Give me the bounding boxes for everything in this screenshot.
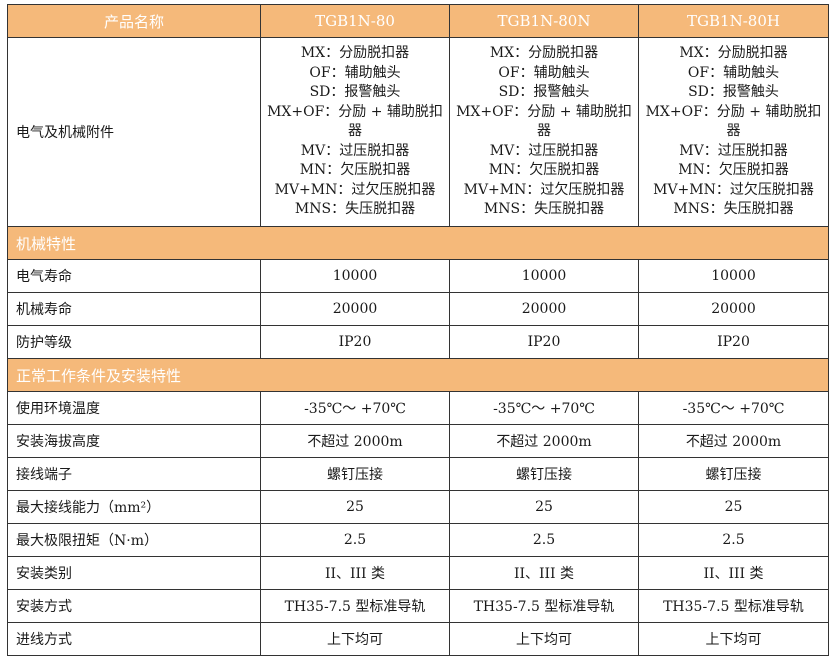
row-value: 不超过 2000m <box>638 424 829 458</box>
accessory-item: MNS：失压脱扣器 <box>294 201 416 218</box>
accessory-item: SD：报警触头 <box>498 84 590 101</box>
accessory-item: MN：欠压脱扣器 <box>488 162 600 179</box>
accessory-item: MX：分励脱扣器 <box>489 45 599 62</box>
header-row: 产品名称 TGB1N-80 TGB1N-80N TGB1N-80H <box>7 4 829 38</box>
row-label: 使用环境温度 <box>7 391 261 425</box>
row-value: 不超过 2000m <box>260 424 450 458</box>
row-value: 上下均可 <box>638 622 829 656</box>
model-header: TGB1N-80H <box>638 4 829 38</box>
row-value: 25 <box>260 490 450 524</box>
table-row: 最大极限扭矩（N·m） 2.5 2.5 2.5 <box>7 523 829 557</box>
accessory-item: MX+OF：分励 + 辅助脱扣器 <box>645 103 822 140</box>
section-header: 机械特性 <box>7 226 829 260</box>
spec-table: 产品名称 TGB1N-80 TGB1N-80N TGB1N-80H 电气及机械附… <box>7 4 829 656</box>
row-value: 上下均可 <box>449 622 639 656</box>
row-value: II、III 类 <box>260 556 450 590</box>
section-header: 正常工作条件及安装特性 <box>7 358 829 392</box>
section-title: 正常工作条件及安装特性 <box>7 358 829 392</box>
accessory-item: MV+MN：过欠压脱扣器 <box>653 181 814 198</box>
section-title: 机械特性 <box>7 226 829 260</box>
accessory-item: MX+OF：分励 + 辅助脱扣器 <box>456 103 632 140</box>
accessory-item: OF：辅助触头 <box>687 64 780 81</box>
row-label: 最大极限扭矩（N·m） <box>7 523 261 557</box>
model-header: TGB1N-80N <box>449 4 639 38</box>
table-row: 使用环境温度 -35℃～ +70℃ -35℃～ +70℃ -35℃～ +70℃ <box>7 391 829 425</box>
accessory-item: MNS：失压脱扣器 <box>483 201 605 218</box>
accessory-item: OF：辅助触头 <box>498 64 590 81</box>
row-label: 安装海拔高度 <box>7 424 261 458</box>
accessory-item: MV：过压脱扣器 <box>300 142 410 159</box>
accessory-item: MV：过压脱扣器 <box>489 142 599 159</box>
row-value: IP20 <box>449 325 639 359</box>
row-value: 上下均可 <box>260 622 450 656</box>
row-label: 接线端子 <box>7 457 261 491</box>
row-value: -35℃～ +70℃ <box>449 391 639 425</box>
model-header: TGB1N-80 <box>260 4 450 38</box>
row-value: -35℃～ +70℃ <box>260 391 450 425</box>
table-row: 防护等级 IP20 IP20 IP20 <box>7 325 829 359</box>
row-value: 25 <box>638 490 829 524</box>
accessory-item: MN：欠压脱扣器 <box>299 162 411 179</box>
accessory-item: OF：辅助触头 <box>309 64 401 81</box>
table-row: 进线方式 上下均可 上下均可 上下均可 <box>7 622 829 656</box>
row-value: IP20 <box>260 325 450 359</box>
row-value: 10000 <box>449 259 639 293</box>
accessory-item: MN：欠压脱扣器 <box>678 162 789 179</box>
row-label: 进线方式 <box>7 622 261 656</box>
row-value: II、III 类 <box>638 556 829 590</box>
row-value: 20000 <box>638 292 829 326</box>
table-row: 最大接线能力（mm²） 25 25 25 <box>7 490 829 524</box>
row-value: II、III 类 <box>449 556 639 590</box>
row-value: -35℃～ +70℃ <box>638 391 829 425</box>
row-value: IP20 <box>638 325 829 359</box>
accessory-item: SD：报警触头 <box>688 84 779 101</box>
row-value: 螺钉压接 <box>449 457 639 491</box>
accessory-item: MX：分励脱扣器 <box>300 45 410 62</box>
row-value: TH35-7.5 型标准导轨 <box>638 589 829 623</box>
row-value: TH35-7.5 型标准导轨 <box>449 589 639 623</box>
table-row: 安装方式 TH35-7.5 型标准导轨 TH35-7.5 型标准导轨 TH35-7.5… <box>7 589 829 623</box>
row-label: 最大接线能力（mm²） <box>7 490 261 524</box>
row-label: 安装类别 <box>7 556 261 590</box>
row-value: 10000 <box>638 259 829 293</box>
accessory-item: MX+OF：分励 + 辅助脱扣器 <box>267 103 443 140</box>
accessory-item: SD：报警触头 <box>309 84 401 101</box>
row-label: 机械寿命 <box>7 292 261 326</box>
row-value: 25 <box>449 490 639 524</box>
accessory-item: MX：分励脱扣器 <box>679 45 788 62</box>
table-row: 机械寿命 20000 20000 20000 <box>7 292 829 326</box>
accessory-item: MV+MN：过欠压脱扣器 <box>274 181 436 198</box>
row-value: 20000 <box>449 292 639 326</box>
accessories-row: 电气及机械附件 MX：分励脱扣器 OF：辅助触头 SD：报警触头 MX+OF：分励 +… <box>7 37 829 227</box>
row-value: 2.5 <box>638 523 829 557</box>
row-value: 螺钉压接 <box>260 457 450 491</box>
row-label: 安装方式 <box>7 589 261 623</box>
accessories-list: MX：分励脱扣器 OF：辅助触头 SD：报警触头 MX+OF：分励 + 辅助脱扣器 MV… <box>260 37 450 227</box>
row-value: 2.5 <box>449 523 639 557</box>
accessories-list: MX：分励脱扣器 OF：辅助触头 SD：报警触头 MX+OF：分励 + 辅助脱扣器 MV… <box>638 37 829 227</box>
row-value: 螺钉压接 <box>638 457 829 491</box>
table-row: 电气寿命 10000 10000 10000 <box>7 259 829 293</box>
row-value: 2.5 <box>260 523 450 557</box>
row-label: 电气及机械附件 <box>7 37 261 227</box>
row-label: 防护等级 <box>7 325 261 359</box>
accessory-item: MV：过压脱扣器 <box>679 142 788 159</box>
row-label: 电气寿命 <box>7 259 261 293</box>
row-value: 不超过 2000m <box>449 424 639 458</box>
table-row: 安装海拔高度 不超过 2000m 不超过 2000m 不超过 2000m <box>7 424 829 458</box>
table-row: 安装类别 II、III 类 II、III 类 II、III 类 <box>7 556 829 590</box>
header-label: 产品名称 <box>7 4 261 38</box>
accessories-list: MX：分励脱扣器 OF：辅助触头 SD：报警触头 MX+OF：分励 + 辅助脱扣器 MV… <box>449 37 639 227</box>
row-value: 10000 <box>260 259 450 293</box>
accessory-item: MNS：失压脱扣器 <box>673 201 794 218</box>
row-value: 20000 <box>260 292 450 326</box>
table-row: 接线端子 螺钉压接 螺钉压接 螺钉压接 <box>7 457 829 491</box>
row-value: TH35-7.5 型标准导轨 <box>260 589 450 623</box>
accessory-item: MV+MN：过欠压脱扣器 <box>463 181 625 198</box>
